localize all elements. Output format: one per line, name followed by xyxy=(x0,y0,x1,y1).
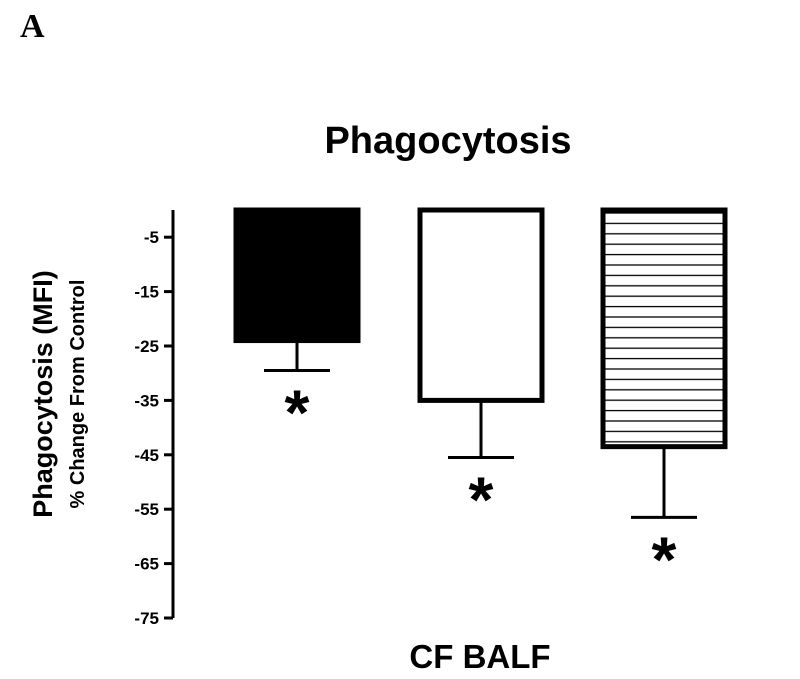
significance-marker: * xyxy=(652,523,677,595)
chart-title: Phagocytosis xyxy=(324,120,571,162)
y-tick-label: -65 xyxy=(134,555,159,574)
y-axis: -5 -15 -25 -35 -45 -55 -65 -75 xyxy=(134,210,175,628)
y-tick-label: -55 xyxy=(134,500,159,519)
y-tick-label: -5 xyxy=(144,228,159,247)
x-axis-label: CF BALF xyxy=(409,638,550,675)
y-axis-label: Phagocytosis (MFI) xyxy=(28,270,58,518)
y-tick-label: -75 xyxy=(134,609,159,628)
bar-1 xyxy=(233,207,361,344)
y-tick-label: -15 xyxy=(134,283,159,302)
significance-marker: * xyxy=(285,376,310,448)
panel-label: A xyxy=(20,8,45,45)
y-tick-label: -45 xyxy=(134,446,159,465)
significance-marker: * xyxy=(469,464,494,536)
y-tick-label: -35 xyxy=(134,391,159,410)
y-tick-label: -25 xyxy=(134,337,159,356)
y-axis-sublabel: % Change From Control xyxy=(67,280,89,509)
bar-3 xyxy=(600,207,728,450)
bars: * * * xyxy=(233,207,728,595)
bar-2 xyxy=(417,207,545,403)
